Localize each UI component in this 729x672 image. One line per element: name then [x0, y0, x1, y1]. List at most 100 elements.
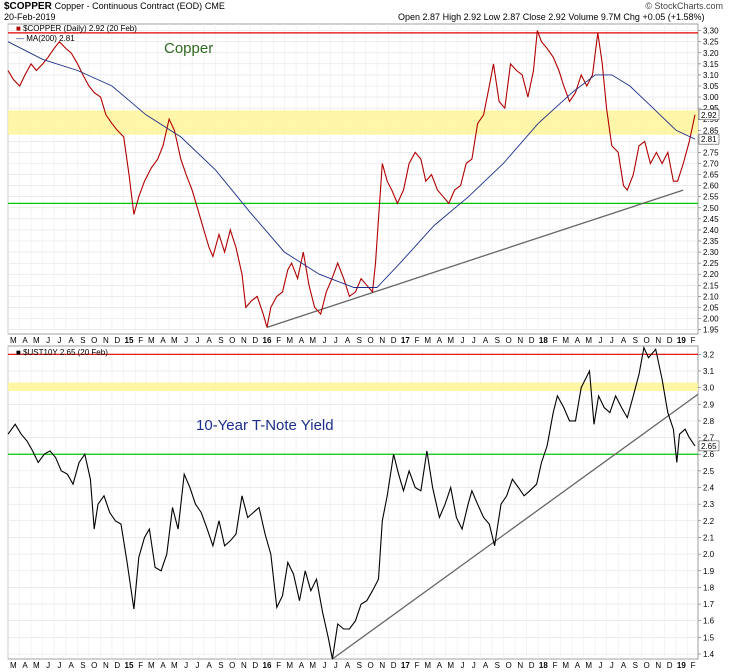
x-tick-label: M: [10, 336, 17, 345]
x-tick-label: A: [575, 661, 581, 670]
x-tick-label: O: [643, 336, 649, 345]
x-tick-label: J: [334, 661, 338, 670]
y-tick-label: 2.35: [703, 237, 719, 246]
x-tick-label: M: [309, 661, 316, 670]
x-tick-label: A: [206, 336, 212, 345]
y-tick-label: 2.7: [703, 434, 715, 443]
copper-gridlines: [7, 24, 698, 334]
x-tick-label: J: [184, 661, 188, 670]
treasury-y-axis: 3.2 3.1 3.0 2.9 2.8 2.7 2.6 2.5 2.4 2.3 2.2 2.1 2.0 1…: [698, 350, 720, 659]
x-tick-label: 18: [539, 661, 548, 670]
y-tick-label: 2.00: [703, 315, 719, 324]
x-tick-label: 15: [125, 336, 134, 345]
y-tick-label: 1.5: [703, 633, 715, 642]
x-tick-label: S: [357, 661, 362, 670]
x-tick-label: 17: [401, 661, 410, 670]
y-tick-label: 3.30: [703, 27, 719, 36]
y-tick-label: 2.55: [703, 193, 719, 202]
y-tick-label: 3.25: [703, 38, 719, 47]
x-tick-label: J: [322, 661, 326, 670]
x-tick-label: M: [447, 661, 454, 670]
x-tick-label: N: [517, 661, 523, 670]
x-tick-label: S: [218, 661, 223, 670]
x-tick-label: D: [252, 661, 258, 670]
copper-last-price: 2.92: [701, 111, 717, 120]
x-tick-label: F: [138, 661, 143, 670]
y-tick-label: 3.10: [703, 71, 719, 80]
copper-panel: 3.303.253.203.153.103.053.002.952.902.85…: [7, 23, 720, 335]
x-tick-label: N: [241, 336, 247, 345]
x-tick-label: 16: [263, 336, 272, 345]
series-line-ma-200-: [7, 41, 696, 288]
treasury-legend-price: ■ $UST10Y 2.65 (20 Feb): [16, 348, 108, 357]
open-value: 2.87: [422, 12, 441, 22]
ohlc-summary: Open 2.87 High 2.92 Low 2.87 Close 2.92 …: [398, 12, 704, 23]
x-tick-label: M: [424, 661, 431, 670]
y-tick-label: 2.0: [703, 550, 715, 559]
x-tick-label: A: [345, 336, 351, 345]
y-tick-label: 2.30: [703, 248, 719, 257]
y-tick-label: 1.6: [703, 617, 715, 626]
y-tick-label: 2.75: [703, 148, 719, 157]
y-tick-label: 2.20: [703, 270, 719, 279]
x-tick-label: J: [57, 336, 61, 345]
y-tick-label: 1.9: [703, 567, 715, 576]
x-tick-label: D: [391, 661, 397, 670]
treasury-plot-frame: [7, 345, 699, 660]
y-tick-label: 3.00: [703, 93, 719, 102]
x-tick-label: N: [103, 336, 109, 345]
x-tick-label: A: [299, 336, 305, 345]
x-tick-label: D: [667, 661, 673, 670]
x-tick-label: M: [424, 336, 431, 345]
y-tick-label: 2.25: [703, 259, 719, 268]
y-tick-label: 3.20: [703, 49, 719, 58]
y-tick-label: 3.15: [703, 60, 719, 69]
treasury-annotations: [8, 353, 699, 660]
x-tick-label: J: [334, 336, 338, 345]
x-tick-label: D: [391, 336, 397, 345]
x-tick-label: F: [415, 336, 420, 345]
y-tick-label: 1.7: [703, 600, 715, 609]
x-tick-label: F: [691, 336, 696, 345]
x-tick-label: O: [229, 336, 235, 345]
symbol: $COPPER: [4, 1, 52, 12]
y-tick-label: 1.95: [703, 326, 719, 335]
chg-label: Chg: [623, 12, 640, 22]
x-tick-label: M: [171, 661, 178, 670]
x-tick-label: D: [252, 336, 258, 345]
x-tick-label: F: [276, 336, 281, 345]
x-tick-label: D: [667, 336, 673, 345]
symbol-description: Copper - Continuous Contract (EOD): [54, 1, 203, 11]
copper-annotations: [8, 32, 698, 328]
x-tick-label: F: [553, 336, 558, 345]
x-tick-label: M: [562, 661, 569, 670]
y-tick-label: 2.40: [703, 226, 719, 235]
x-tick-label: 16: [263, 661, 272, 670]
y-tick-label: 2.85: [703, 126, 719, 135]
x-tick-label: O: [367, 661, 373, 670]
x-tick-label: M: [585, 336, 592, 345]
open-label: Open: [398, 12, 421, 22]
trendline: [266, 189, 684, 328]
x-tick-label: N: [517, 336, 523, 345]
resistance-zone: [8, 110, 698, 135]
x-tick-label: A: [575, 336, 581, 345]
x-tick-label: A: [160, 336, 166, 345]
x-tick-label: A: [22, 336, 28, 345]
x-tick-label: M: [286, 336, 293, 345]
y-tick-label: 2.3: [703, 500, 715, 509]
y-tick-label: 2.1: [703, 533, 715, 542]
symbol-title: $COPPER Copper - Continuous Contract (EO…: [4, 1, 225, 12]
x-tick-label: 19: [677, 336, 686, 345]
treasury-panel: 3.2 3.1 3.0 2.9 2.8 2.7 2.6 2.5 2.4 2.3 2.2 2.1 2.0 1…: [7, 345, 720, 660]
x-tick-label: O: [643, 661, 649, 670]
x-tick-label: A: [206, 661, 212, 670]
x-tick-label: O: [367, 336, 373, 345]
low-value: 2.87: [502, 12, 521, 22]
x-tick-label: F: [691, 661, 696, 670]
x-tick-label: A: [621, 661, 627, 670]
copper-last-ma-box: [698, 133, 720, 145]
chart-date: 20-Feb-2019: [4, 12, 56, 22]
x-tick-label: 17: [401, 336, 410, 345]
volume-value: 9.7M: [600, 12, 621, 22]
